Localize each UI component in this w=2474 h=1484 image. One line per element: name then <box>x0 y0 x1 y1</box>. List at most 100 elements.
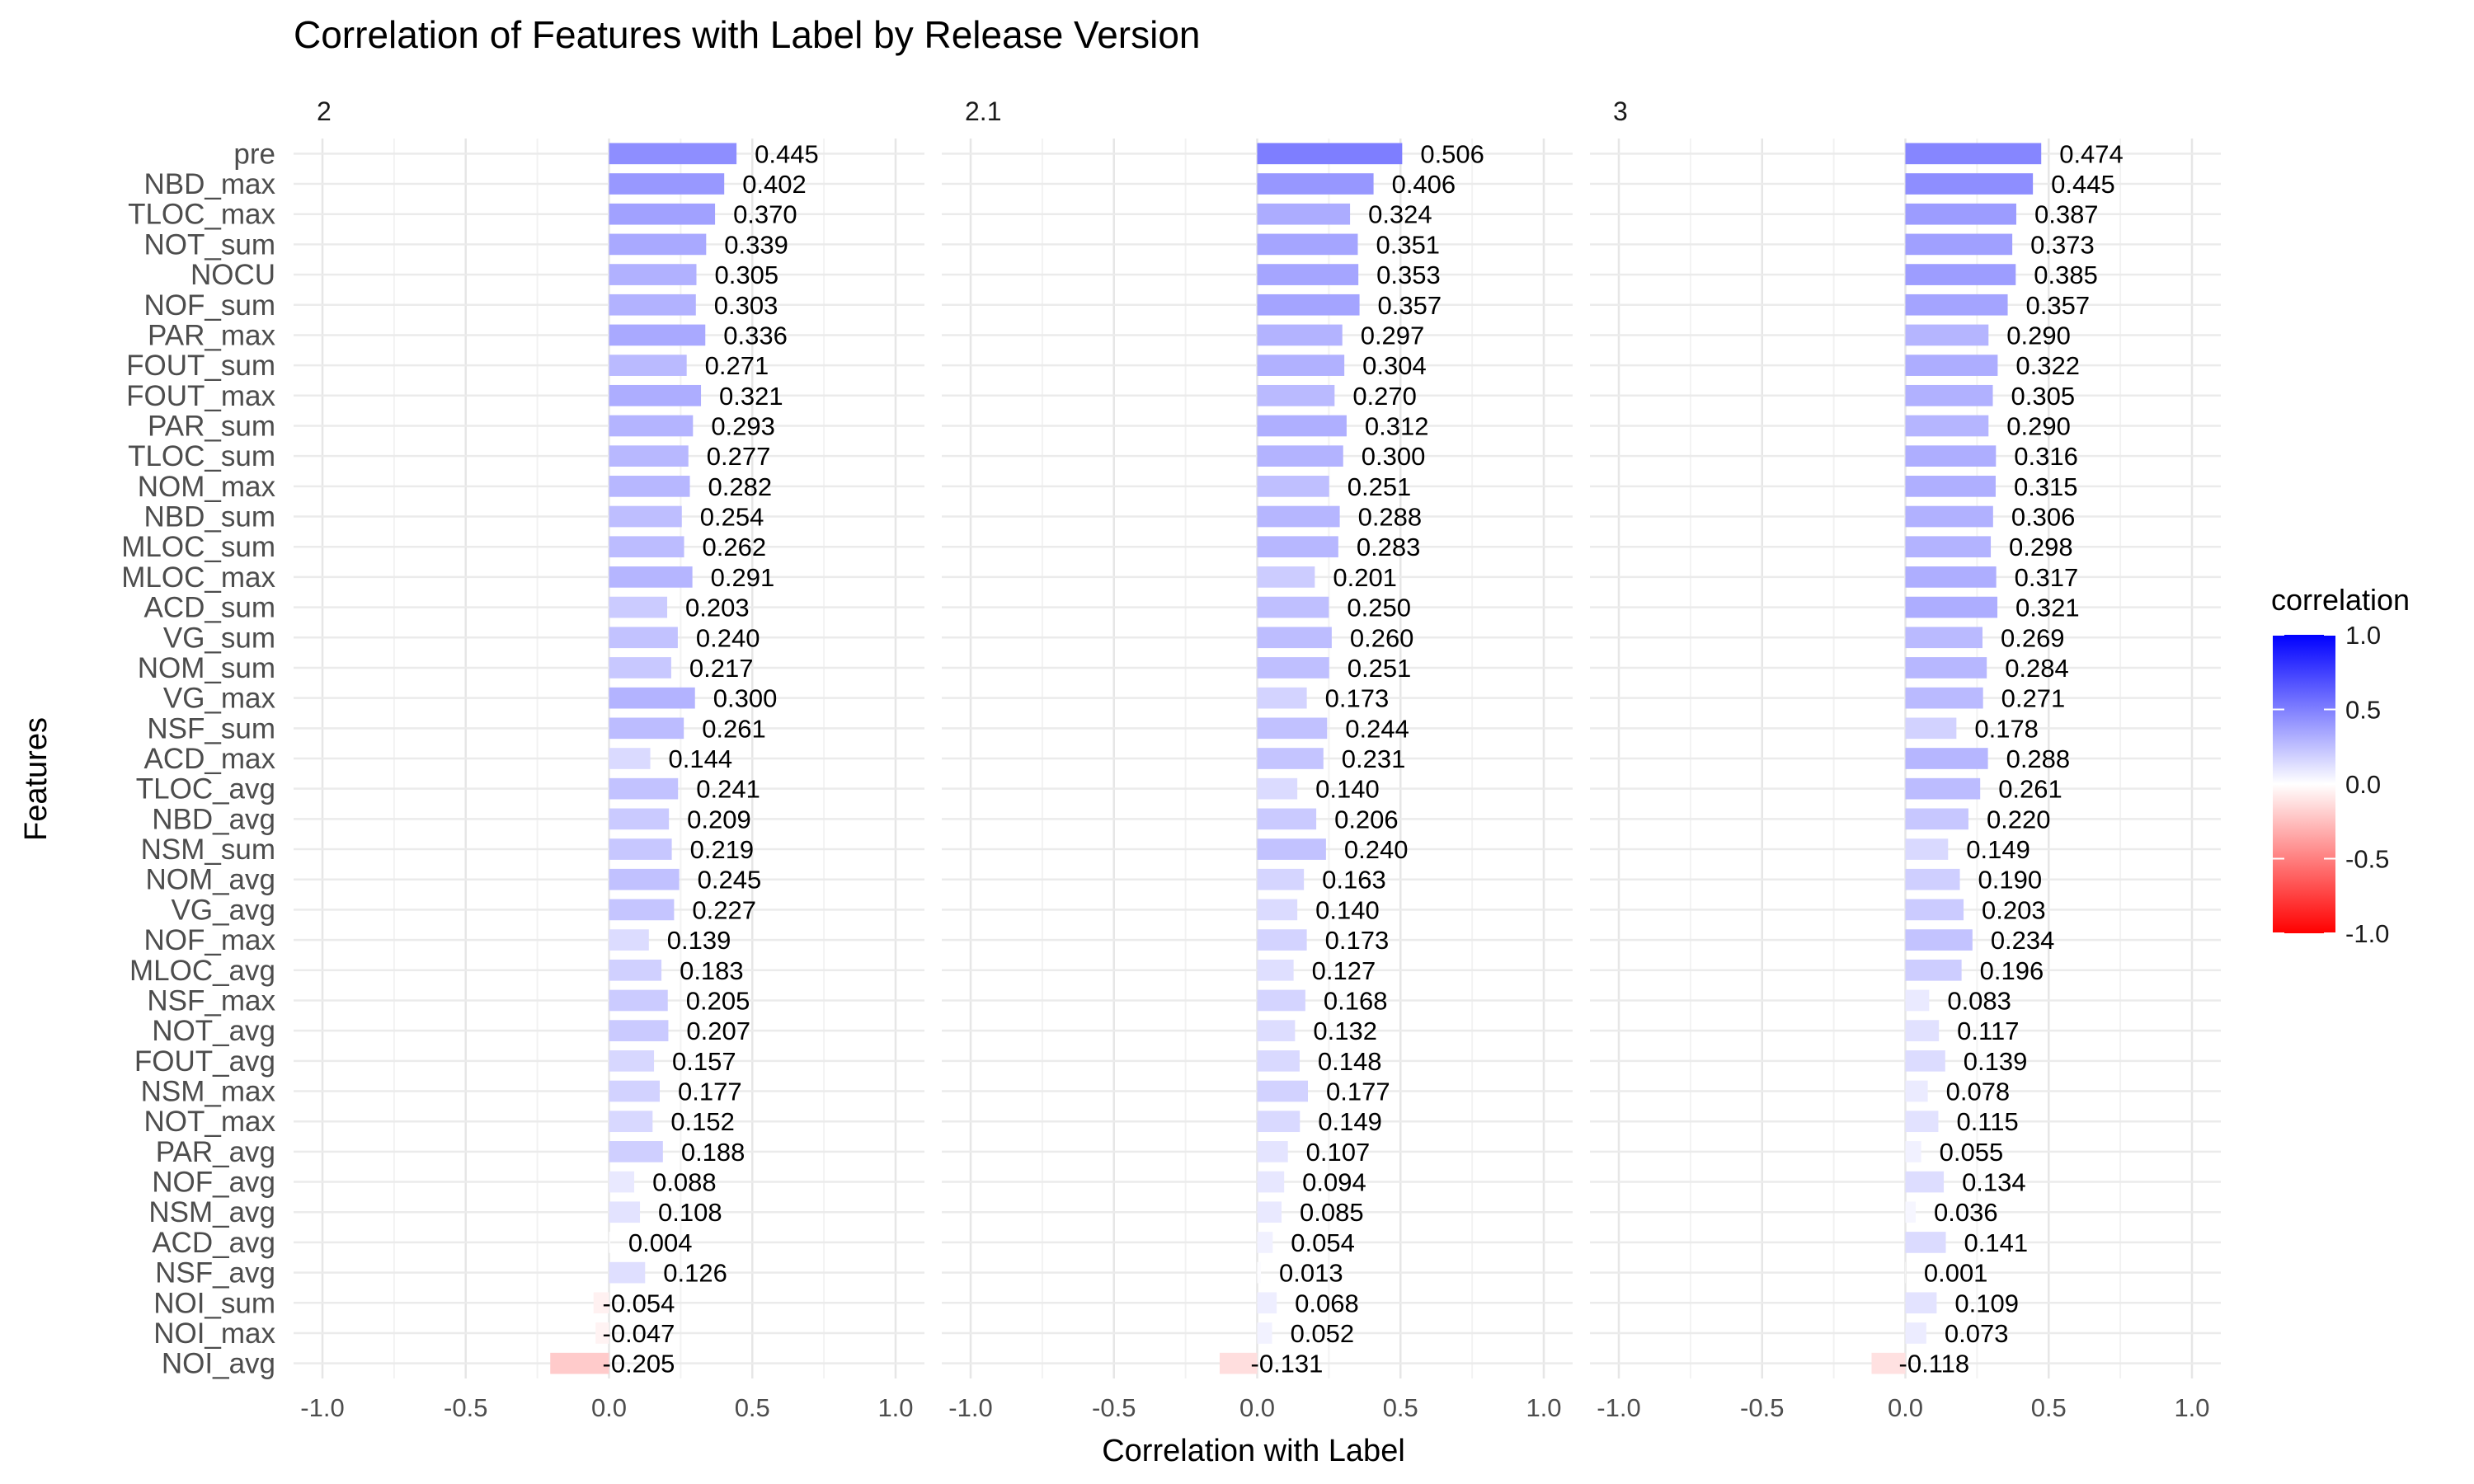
facet-panel-3: 30.4740.4450.3870.3730.3850.3570.2900.32… <box>1590 96 2221 1422</box>
bar <box>1905 596 1998 618</box>
data-label: 0.291 <box>711 563 775 592</box>
bar <box>1905 536 1992 558</box>
data-label: 0.306 <box>2011 503 2076 532</box>
data-label: 0.107 <box>1306 1138 1371 1167</box>
y-tick-label: NSF_sum <box>147 712 275 744</box>
bar <box>609 808 670 830</box>
y-tick-label: NBD_sum <box>144 501 275 533</box>
y-tick-label: NOF_max <box>144 924 276 956</box>
bar <box>1257 1292 1277 1314</box>
chart-title: Correlation of Features with Label by Re… <box>294 13 1201 56</box>
y-tick-label: NSM_avg <box>148 1196 275 1228</box>
data-label: 0.298 <box>2009 533 2073 561</box>
legend-label: 1.0 <box>2345 621 2381 650</box>
y-tick-label: VG_max <box>163 683 276 715</box>
facet-panel-2: 20.4450.4020.3700.3390.3050.3030.3360.27… <box>294 96 924 1422</box>
data-label: 0.163 <box>1322 866 1386 895</box>
bar <box>609 233 707 256</box>
bar <box>609 505 682 528</box>
bar <box>609 717 684 740</box>
bar <box>1905 1080 1928 1102</box>
data-label: 0.357 <box>1378 291 1442 320</box>
bar <box>1905 868 1960 890</box>
bar <box>609 203 716 225</box>
bar <box>609 596 668 618</box>
legend-label: -0.5 <box>2345 845 2389 874</box>
data-label: 0.305 <box>714 261 778 289</box>
bar <box>1905 1292 1937 1314</box>
y-tick-label: ACD_max <box>144 743 276 775</box>
bar <box>609 445 689 467</box>
data-label: 0.336 <box>723 321 788 350</box>
bar <box>609 1111 653 1133</box>
bar <box>1905 476 1996 497</box>
x-axis-title: Correlation with Label <box>1102 1434 1405 1468</box>
bar <box>1257 1201 1282 1223</box>
bar <box>609 536 684 558</box>
data-label: 0.317 <box>2015 563 2079 592</box>
data-label: 0.385 <box>2034 261 2098 289</box>
data-label: 0.183 <box>680 956 744 985</box>
bar <box>609 1080 661 1102</box>
data-label: 0.288 <box>2006 744 2071 773</box>
facet-label: 2 <box>317 96 332 126</box>
bar <box>1905 445 1997 467</box>
bar <box>1257 233 1358 256</box>
bar <box>595 1322 609 1344</box>
data-label: 0.288 <box>1358 503 1423 532</box>
bar <box>1905 717 1957 740</box>
data-label: 0.303 <box>714 291 778 320</box>
data-label: 0.088 <box>652 1168 717 1197</box>
bar <box>1905 1261 1906 1284</box>
facet-label: 2.1 <box>965 96 1001 126</box>
data-label: 0.293 <box>711 411 775 440</box>
y-axis-labels: preNBD_maxTLOC_maxNOT_sumNOCUNOF_sumPAR_… <box>121 138 275 1379</box>
x-tick-label: 0.5 <box>735 1393 770 1422</box>
data-label: 0.203 <box>685 594 750 622</box>
x-tick-label: 0.0 <box>591 1393 627 1422</box>
data-label: 0.227 <box>692 895 756 924</box>
data-label: -0.131 <box>1251 1350 1324 1378</box>
data-label: 0.127 <box>1312 956 1376 985</box>
bar <box>1905 566 1997 588</box>
y-tick-label: NOCU <box>190 259 275 291</box>
bar <box>1905 838 1949 860</box>
data-label: 0.254 <box>700 503 764 532</box>
bar <box>609 1232 610 1253</box>
y-tick-label: PAR_avg <box>156 1136 275 1168</box>
bar <box>1905 959 1962 981</box>
data-label: 0.094 <box>1302 1168 1366 1197</box>
data-label: 0.240 <box>1344 835 1409 864</box>
data-label: -0.047 <box>603 1319 675 1348</box>
data-label: 0.004 <box>628 1228 693 1257</box>
y-tick-label: ACD_sum <box>144 592 275 624</box>
data-label: 0.177 <box>1326 1078 1390 1106</box>
bar <box>1257 355 1345 376</box>
data-label: 0.083 <box>1947 986 2011 1015</box>
data-label: 0.261 <box>1998 775 2062 804</box>
data-label: 0.245 <box>698 866 762 895</box>
y-tick-label: NOM_avg <box>145 864 275 896</box>
bar <box>1257 143 1403 165</box>
data-label: 0.283 <box>1357 533 1421 561</box>
y-tick-label: TLOC_max <box>128 199 275 231</box>
bar <box>1905 899 1964 921</box>
bar <box>1257 959 1294 981</box>
data-label: 0.387 <box>2034 200 2099 229</box>
data-label: 0.149 <box>1966 835 2030 864</box>
bar <box>1905 1232 1946 1253</box>
y-tick-label: NSF_max <box>147 984 275 1017</box>
data-label: 0.013 <box>1279 1259 1343 1288</box>
y-tick-label: FOUT_max <box>126 380 275 412</box>
x-tick-label: 1.0 <box>2174 1393 2209 1422</box>
data-label: 0.240 <box>696 623 760 652</box>
bar <box>1905 505 1993 528</box>
y-tick-label: MLOC_sum <box>121 531 275 563</box>
bar <box>609 748 651 769</box>
bar <box>1905 415 1989 437</box>
bar <box>1257 476 1329 497</box>
bar <box>609 143 737 165</box>
bar <box>1257 1171 1285 1193</box>
y-tick-label: NOI_max <box>153 1317 275 1350</box>
